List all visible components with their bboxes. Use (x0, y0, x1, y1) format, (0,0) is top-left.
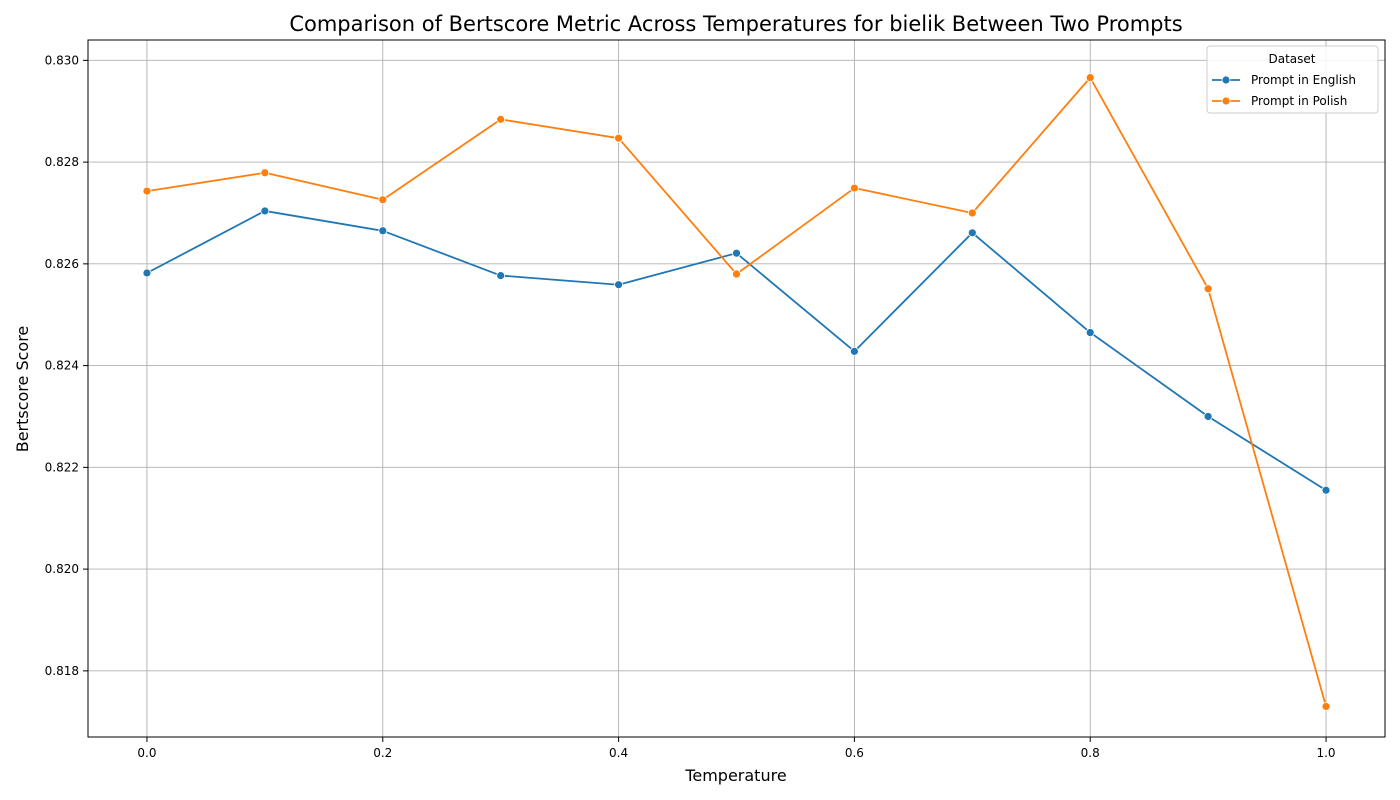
data-point (850, 183, 859, 193)
chart-title: Comparison of Bertscore Metric Across Te… (289, 12, 1182, 36)
data-point (142, 268, 152, 278)
legend-label: Prompt in Polish (1251, 94, 1347, 108)
legend-item: Prompt in English (1212, 73, 1356, 87)
data-point (1203, 284, 1213, 294)
y-tick-label: 0.824 (45, 359, 79, 373)
series-layer (142, 73, 1331, 711)
data-point (614, 280, 623, 290)
data-point (378, 226, 388, 236)
series-prompt-in-english (142, 206, 1331, 495)
data-point (142, 186, 152, 196)
data-point (732, 248, 741, 258)
y-tick-label: 0.822 (45, 460, 79, 474)
x-tick-label: 1.0 (1316, 746, 1335, 760)
data-point (1321, 485, 1331, 495)
data-point (378, 195, 388, 205)
data-point (260, 168, 270, 178)
y-tick-label: 0.830 (45, 53, 79, 67)
data-point (496, 114, 506, 124)
legend-box (1206, 45, 1379, 114)
y-tick-label: 0.818 (45, 664, 79, 678)
data-point (1203, 412, 1213, 421)
legend-label: Prompt in English (1251, 73, 1356, 87)
legend: Dataset Prompt in English Prompt in Polis… (1206, 45, 1379, 114)
x-axis-ticks: 0.0 0.2 0.4 0.6 0.8 1.0 (137, 737, 1336, 760)
x-tick-label: 0.2 (373, 746, 392, 760)
data-point (732, 269, 741, 279)
data-point (1085, 328, 1095, 337)
data-point (967, 208, 977, 218)
y-axis-label: Bertscore Score (13, 326, 32, 453)
legend-items: Prompt in English Prompt in Polish (1212, 73, 1356, 108)
y-tick-label: 0.820 (45, 562, 79, 576)
series-prompt-in-polish (142, 73, 1331, 711)
legend-title: Dataset (1269, 52, 1316, 66)
data-point (1321, 702, 1331, 711)
y-axis-ticks: 0.818 0.820 0.822 0.824 0.826 0.828 0.830 (45, 53, 88, 678)
legend-item: Prompt in Polish (1212, 94, 1347, 108)
data-point (850, 346, 859, 356)
x-axis-label: Temperature (684, 766, 786, 785)
x-tick-label: 0.8 (1081, 746, 1100, 760)
data-point (496, 271, 506, 280)
data-point (614, 133, 623, 143)
y-tick-label: 0.828 (45, 155, 79, 169)
series-line-prompt-in-polish (146, 76, 1327, 707)
x-tick-label: 0.0 (137, 746, 156, 760)
y-tick-label: 0.826 (45, 257, 79, 271)
legend-marker (1221, 75, 1231, 85)
data-point (967, 228, 977, 238)
data-point (1085, 73, 1095, 83)
grid (88, 40, 1385, 737)
x-tick-label: 0.4 (609, 746, 628, 760)
data-point (260, 206, 270, 216)
x-tick-label: 0.6 (845, 746, 864, 760)
legend-marker (1221, 96, 1231, 106)
plot-area (87, 39, 1386, 738)
